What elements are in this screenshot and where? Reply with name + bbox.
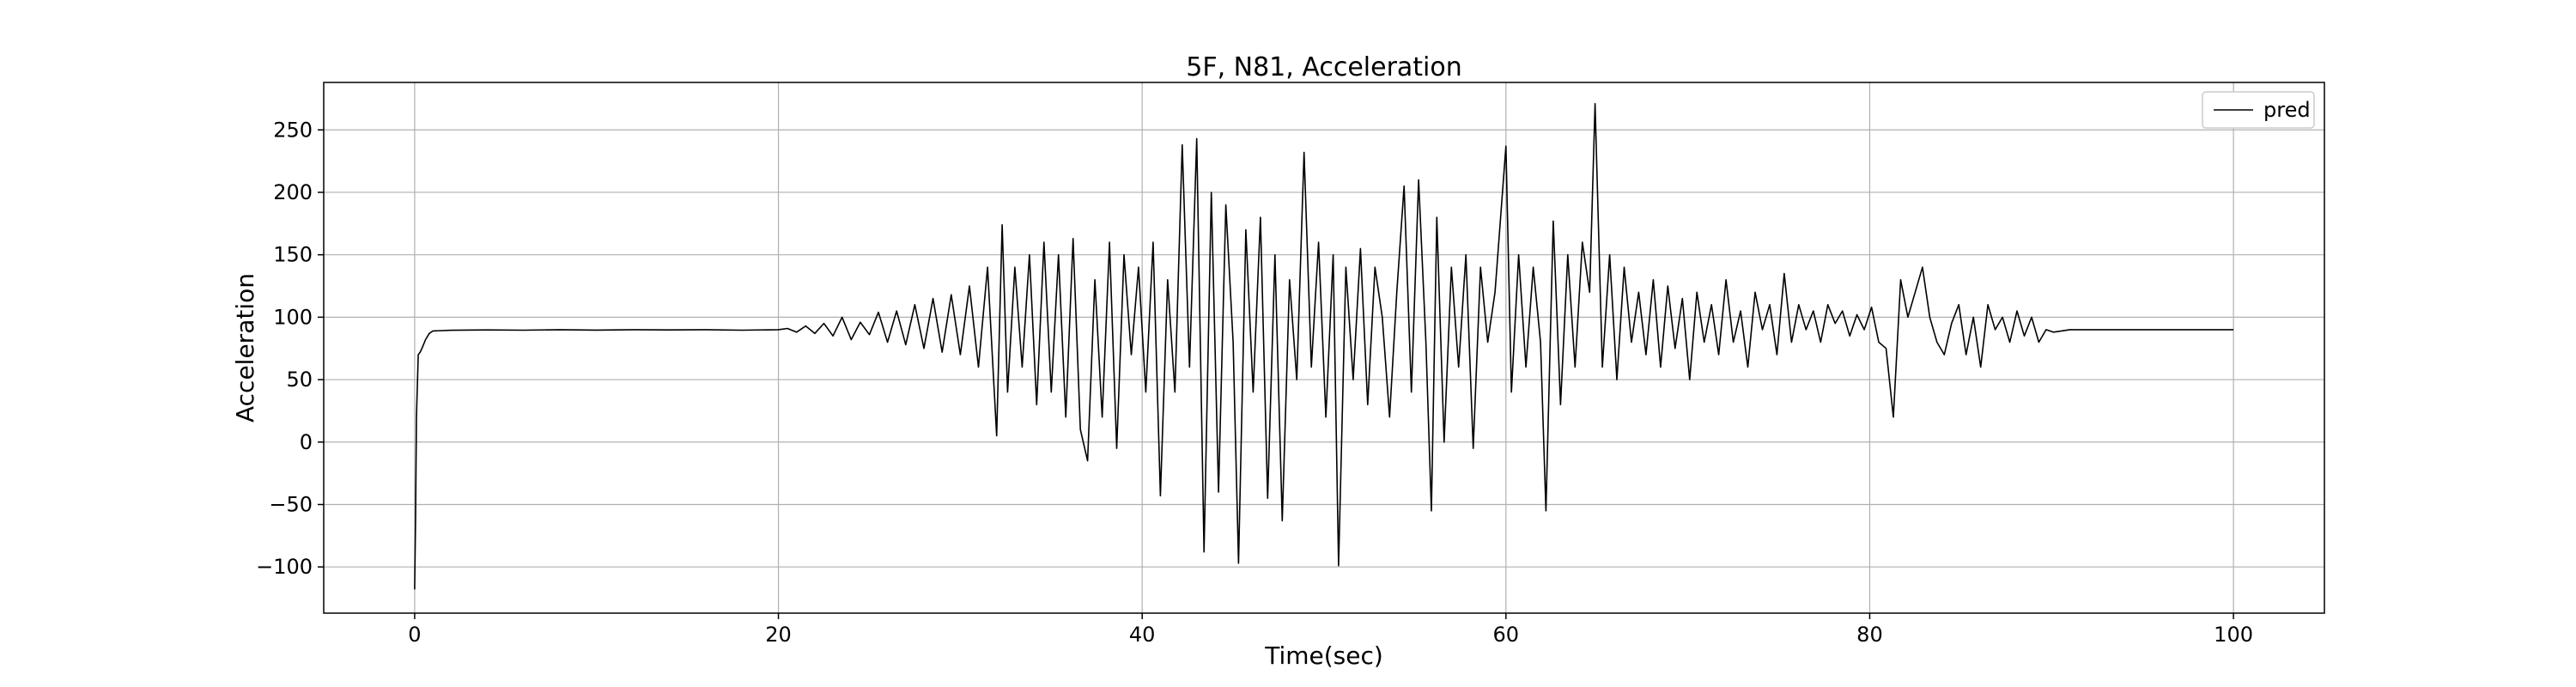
legend-box <box>2202 91 2315 129</box>
legend-label-pred: pred <box>2263 98 2311 122</box>
y-tick-label: 150 <box>273 243 313 267</box>
y-tick-label: −100 <box>256 555 313 579</box>
plot-area-frame <box>323 82 2325 614</box>
y-tick-label: 100 <box>273 305 313 329</box>
x-tick-label: 40 <box>1129 623 1156 647</box>
y-tick-label: 200 <box>273 180 313 204</box>
y-tick-label: −50 <box>269 492 313 516</box>
legend: pred <box>2202 91 2315 129</box>
x-tick-label: 0 <box>408 623 421 647</box>
y-tick-label: 250 <box>273 118 313 142</box>
x-axis-title: Time(sec) <box>1264 641 1383 670</box>
series-line-pred <box>414 102 2234 590</box>
y-axis-title: Acceleration <box>231 273 259 423</box>
y-tick-label: 0 <box>300 430 313 454</box>
y-tick-label: 50 <box>286 368 313 392</box>
x-tick-label: 20 <box>765 623 792 647</box>
series-layer <box>414 102 2234 590</box>
chart-title: 5F, N81, Acceleration <box>1186 52 1462 82</box>
x-tick-label: 100 <box>2214 623 2253 647</box>
ticks: 0 20 40 60 80 100 −100 −50 0 50 100 150 200 250 <box>256 118 2253 647</box>
x-tick-label: 60 <box>1493 623 1520 647</box>
x-tick-label: 80 <box>1856 623 1883 647</box>
